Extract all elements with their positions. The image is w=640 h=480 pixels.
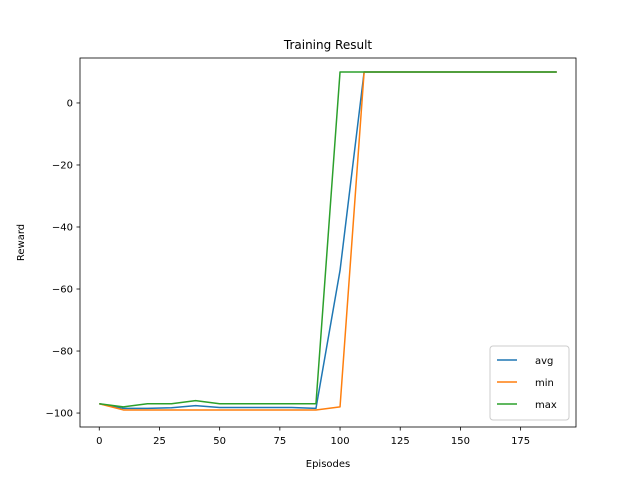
y-tick-label: −100: [46, 409, 73, 420]
legend-box: [489, 345, 570, 421]
legend-label-avg: avg: [535, 356, 553, 367]
y-tick-label: −60: [52, 285, 73, 296]
y-axis: −100 −80 −60 −40 −20 0: [46, 98, 80, 420]
x-axis-title: Episodes: [306, 459, 350, 470]
y-tick-label: −20: [52, 160, 73, 171]
y-tick-label: −40: [52, 222, 73, 233]
chart-title: Training Result: [283, 38, 373, 52]
x-axis: 0 25 50 75 100 125 150 175: [96, 427, 530, 447]
x-tick-label: 150: [451, 436, 470, 447]
x-tick-label: 175: [511, 436, 530, 447]
x-tick-label: 25: [153, 436, 166, 447]
y-axis-title: Reward: [16, 224, 27, 261]
legend: avg min max: [489, 345, 570, 421]
legend-label-max: max: [535, 400, 557, 411]
plot-lines: [99, 71, 557, 411]
x-tick-label: 75: [273, 436, 286, 447]
x-tick-label: 125: [391, 436, 410, 447]
series-line-max: [99, 71, 557, 408]
y-tick-label: −80: [52, 347, 73, 358]
legend-label-min: min: [535, 378, 554, 389]
x-tick-label: 0: [96, 436, 102, 447]
x-tick-label: 50: [213, 436, 226, 447]
x-tick-label: 100: [330, 436, 349, 447]
y-tick-label: 0: [67, 98, 73, 109]
plot-frame: [79, 57, 577, 428]
